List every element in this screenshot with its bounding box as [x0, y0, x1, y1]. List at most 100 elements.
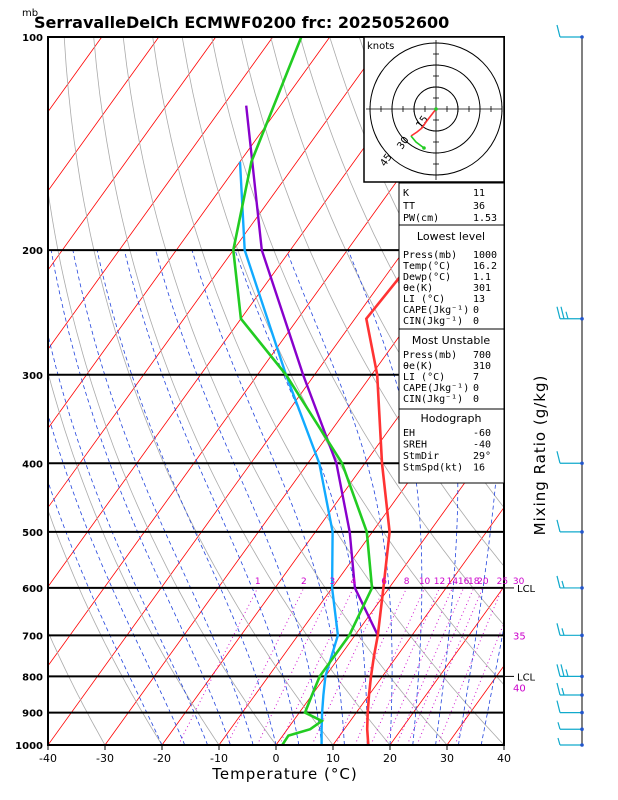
wind-profile — [556, 24, 584, 747]
x-tick-label: 20 — [383, 752, 397, 765]
wind-barb — [556, 451, 584, 466]
index-pw-value: 1.53 — [473, 213, 497, 224]
index-k-value: 11 — [473, 188, 485, 199]
lowest-level-label: Dewp(°C) — [403, 272, 451, 283]
index-tt-label: TT — [403, 201, 415, 212]
wind-barb — [556, 519, 584, 534]
moist-adiabat-line — [155, 249, 322, 745]
hodograph-param-label: EH — [403, 428, 415, 439]
mixing-ratio-value-label: 2 — [301, 577, 307, 587]
isotherm-line — [389, 585, 504, 745]
mixing-ratio-value-label: 30 — [513, 577, 525, 587]
lowest-level-label: CIN(Jkg⁻¹) — [403, 316, 463, 327]
isotherm-line — [104, 190, 504, 745]
dry-adiabat-line — [48, 188, 277, 745]
most-unstable-value: 310 — [473, 361, 491, 372]
isotherm-line — [561, 37, 618, 745]
dry-adiabat-line — [48, 630, 106, 745]
mixing-ratio-line — [354, 587, 426, 745]
y-tick-label: 300 — [22, 371, 43, 382]
isotherm-line — [48, 37, 274, 350]
x-axis-label: Temperature (°C) — [211, 765, 357, 783]
moist-adiabat-line — [48, 413, 186, 745]
mixing-ratio-value-label: 18 — [468, 577, 480, 587]
dry-adiabat-line — [93, 37, 391, 745]
chart-title: SerravalleDelCh ECMWF0200 frc: 202505260… — [34, 13, 449, 32]
index-k-label: K — [403, 188, 409, 199]
hodograph-param-value: -40 — [473, 440, 491, 451]
wind-barb — [557, 722, 584, 732]
x-axis-ticks: -40 -30 -20 -10 0 10 20 30 40 — [39, 745, 511, 765]
moist-adiabat-line — [286, 249, 393, 745]
lcl-label: LCL — [517, 672, 536, 683]
moist-adiabat-line — [234, 249, 368, 745]
moist-adiabat-line — [480, 625, 504, 745]
x-tick-label: 30 — [440, 752, 454, 765]
lowest-level-value: 1.1 — [473, 272, 491, 283]
mixing-ratio-value-label: 3 — [330, 577, 336, 587]
hodograph-param-value: 16 — [473, 463, 485, 474]
mixing-ratio-value-label: 8 — [404, 577, 410, 587]
lcl-label: LCL — [517, 584, 536, 595]
hodograph-params-title: Hodograph — [421, 412, 482, 425]
isotherm-line — [48, 37, 217, 271]
lowest-level-value: 16.2 — [473, 261, 497, 272]
x-tick-label: 10 — [326, 752, 340, 765]
x-tick-label: -10 — [210, 752, 228, 765]
mixing-ratio-line — [454, 622, 504, 745]
moist-adiabat-line — [96, 250, 277, 745]
dry-adiabat-line — [595, 37, 618, 745]
lowest-level-label: LI (°C) — [403, 294, 445, 305]
mixing-ratio-right-label: 40 — [513, 684, 526, 695]
x-tick-label: -30 — [96, 752, 114, 765]
wind-barb — [556, 306, 584, 321]
mixing-ratio-value-label: 12 — [434, 577, 445, 587]
wind-barb — [556, 575, 584, 590]
wind-barb — [556, 664, 584, 679]
most-unstable-value: 700 — [473, 350, 491, 361]
isotherm-line — [48, 37, 388, 509]
mixing-ratio-value-label: 14 — [447, 577, 459, 587]
most-unstable-value: 0 — [473, 383, 479, 394]
y-tick-label: 800 — [22, 672, 43, 683]
mixing-ratio-axis-label: Mixing Ratio (g/kg) — [531, 375, 549, 536]
mixing-ratio-value-label: 20 — [477, 577, 489, 587]
mixing-ratio-line — [226, 587, 305, 745]
dry-adiabat-line — [63, 37, 334, 745]
most-unstable-title: Most Unstable — [412, 334, 491, 347]
dry-adiabat-line — [211, 37, 504, 626]
dry-adiabat-line — [48, 371, 220, 745]
mixing-ratio-value-label: 10 — [419, 577, 431, 587]
hodograph-trace-lower — [410, 135, 425, 149]
mixing-ratio-line — [335, 587, 408, 745]
lowest-level-label: CAPE(Jkg⁻¹) — [403, 305, 469, 316]
right-side-labels: LCL LCL 35 40 — [504, 584, 536, 695]
isotherm-line — [48, 37, 160, 192]
hodograph-units: knots — [367, 41, 394, 52]
mixing-ratio-value-label: 25 — [497, 577, 508, 587]
moist-adiabat-line — [50, 250, 231, 745]
hodograph-param-label: StmDir — [403, 451, 439, 462]
dry-adiabat-line — [181, 37, 504, 686]
wind-barb — [556, 682, 584, 697]
unit-mb-label: mb — [22, 8, 38, 19]
index-pw-label: PW(cm) — [403, 213, 439, 224]
isotherm-line — [275, 427, 504, 745]
dry-adiabat-line — [122, 37, 448, 745]
lowest-level-value: 1000 — [473, 250, 497, 261]
hodograph-trace-upper — [410, 108, 437, 137]
y-tick-label: 900 — [22, 709, 43, 720]
y-axis-ticks: 100 200 300 400 500 600 700 800 900 1000 — [15, 33, 43, 752]
moist-adiabat-line — [48, 333, 208, 745]
most-unstable-label: CIN(Jkg⁻¹) — [403, 394, 463, 405]
x-tick-label: -40 — [39, 752, 57, 765]
index-tt-value: 36 — [473, 201, 485, 212]
hodograph-param-label: StmSpd(kt) — [403, 463, 463, 474]
wind-barb — [556, 623, 584, 638]
lowest-level-label: Press(mb) — [403, 250, 457, 261]
y-tick-label: 700 — [22, 631, 43, 642]
dry-adiabat-line — [240, 37, 504, 567]
lowest-level-label: θe(K) — [403, 283, 433, 294]
